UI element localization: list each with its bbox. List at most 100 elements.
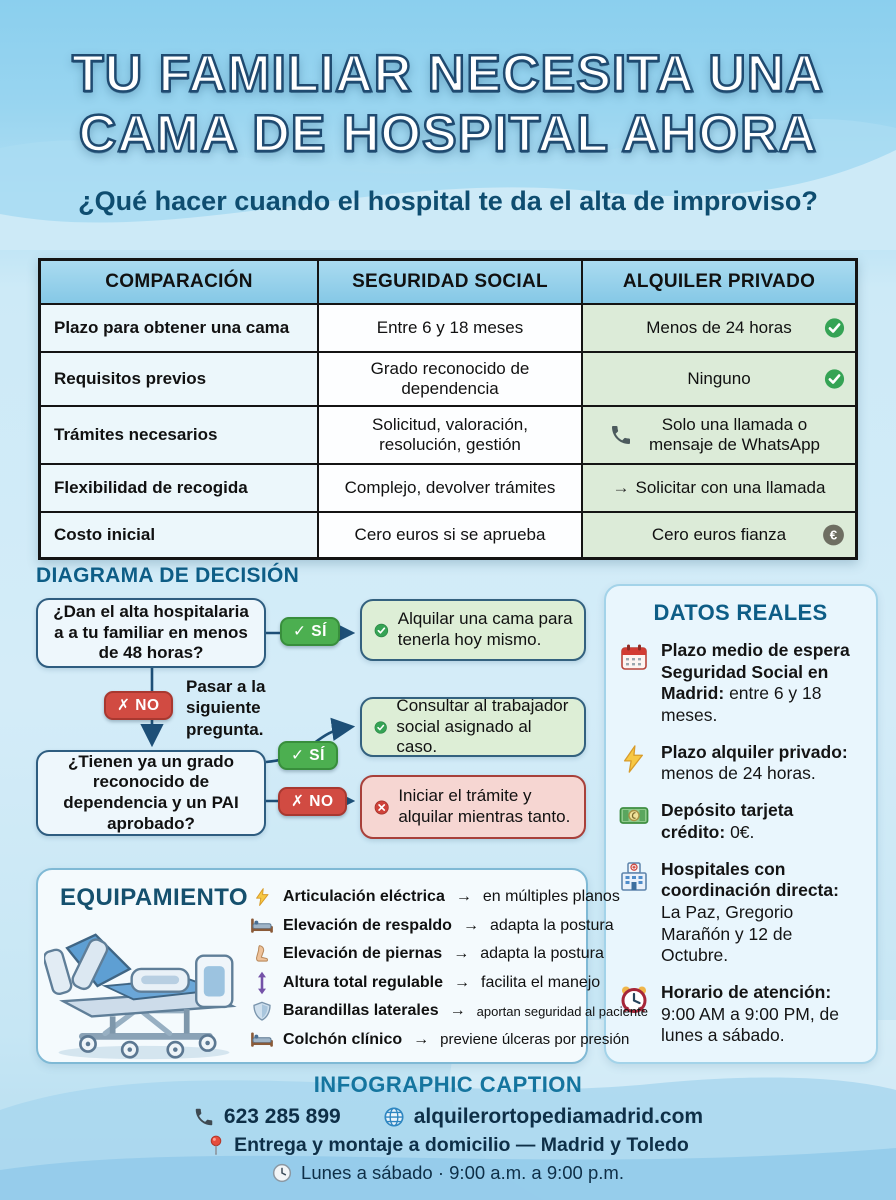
dato-text: Plazo alquiler privado: menos de 24 hora… <box>661 741 848 784</box>
comparison-table: COMPARACIÓN SEGURIDAD SOCIAL ALQUILER PR… <box>38 258 858 560</box>
question-text: ¿Dan el alta hospitalaria a a tu familia… <box>53 601 249 663</box>
result-text: Consultar al trabajador social asignado … <box>396 695 569 757</box>
bed-icon <box>250 917 274 935</box>
check-circle-icon <box>374 720 387 734</box>
phone-icon <box>195 1108 213 1126</box>
bed-icon <box>250 1031 274 1049</box>
table-row: Costo inicial Cero euros si se aprueba C… <box>41 513 855 557</box>
footer-delivery-line: Entrega y montaje a domicilio — Madrid y… <box>0 1134 896 1157</box>
row-label: Trámites necesarios <box>41 407 319 465</box>
equipment-list: Articulación eléctrica → en múltiples plan… <box>250 883 648 1055</box>
row-private-value: Ninguno <box>583 353 855 407</box>
result-text: Iniciar el trámite y alquilar mientras t… <box>398 786 571 826</box>
footer-caption: INFOGRAPHIC CAPTION <box>313 1072 583 1097</box>
yes-badge: ✓ SÍ <box>278 741 338 770</box>
no-badge: ✗ NO <box>104 691 173 720</box>
arrow-glyph: → <box>453 945 470 963</box>
result-box-start-process: Iniciar el trámite y alquilar mientras t… <box>360 775 586 839</box>
footer-contact-line: 623 285 899 alquilerortopediamadrid.com <box>0 1105 896 1129</box>
dato-text: Hospitales con coordinación directa: La … <box>661 858 839 966</box>
equipamiento-title: EQUIPAMIENTO <box>60 884 248 911</box>
footer-contact-block: INFOGRAPHIC CAPTION 623 285 899 alquiler… <box>0 1072 896 1184</box>
equipment-item: Barandillas laterales → aportan seguridad … <box>250 997 648 1026</box>
arrow-glyph: → <box>462 916 479 934</box>
result-text: Alquilar una cama para tenerla hoy mismo… <box>397 609 573 649</box>
equipment-item: Elevación de respaldo → adapta la postura <box>250 912 614 941</box>
arrow-glyph: → <box>449 1002 466 1020</box>
decision-diagram: DIAGRAMA DE DECISIÓN ¿Dan el alta hospit… <box>28 564 600 866</box>
x-circle-icon <box>374 799 389 815</box>
row-label: Flexibilidad de recogida <box>41 465 319 513</box>
leg-icon <box>250 943 274 965</box>
table-row: Requisitos previos Grado reconocido de d… <box>41 353 855 407</box>
title-line-1: TU FAMILIAR NECESITA UNA <box>71 44 824 105</box>
hours-text: Lunes a sábado · 9:00 a.m. a 9:00 p.m. <box>301 1162 624 1183</box>
money-icon <box>619 800 651 843</box>
row-social-value: Solicitud, valoración, resolución, gesti… <box>319 407 583 465</box>
footer-hours-line: Lunes a sábado · 9:00 a.m. a 9:00 p.m. <box>0 1162 896 1184</box>
dato-item-deposito: Depósito tarjeta crédito: 0€. <box>619 800 862 843</box>
private-text: Solicitar con una llamada <box>635 477 826 497</box>
result-box-rent-now: Alquilar una cama para tenerla hoy mismo… <box>360 599 586 661</box>
hospital-icon <box>619 859 651 967</box>
dato-item-espera: Plazo medio de espera Seguridad Social e… <box>619 640 862 727</box>
equipment-item: Elevación de piernas → adapta la postura <box>250 940 604 969</box>
question-box-1: ¿Dan el alta hospitalaria a a tu familia… <box>36 598 266 668</box>
dato-text: Horario de atención: 9:00 AM a 9:00 PM, … <box>661 981 840 1046</box>
delivery-text: Entrega y montaje a domicilio — Madrid y… <box>234 1134 689 1156</box>
dato-text: Plazo medio de espera Seguridad Social e… <box>661 640 850 726</box>
website-url[interactable]: alquilerortopediamadrid.com <box>413 1105 704 1128</box>
row-label: Requisitos previos <box>41 353 319 407</box>
yes-badge: ✓ SÍ <box>280 617 340 646</box>
check-circle-icon <box>374 623 389 637</box>
datos-reales-panel: DATOS REALES Plazo medio de espera Segur… <box>604 584 878 1064</box>
private-text: Menos de 24 horas <box>646 317 792 337</box>
row-private-value: Cero euros fianza € <box>583 513 855 557</box>
private-text: Cero euros fianza <box>651 524 787 544</box>
phone-group[interactable]: 623 285 899 <box>193 1105 341 1129</box>
lightning-icon <box>619 742 651 785</box>
row-label: Costo inicial <box>41 513 319 557</box>
arrow-glyph: → <box>454 973 471 991</box>
table-header-row: COMPARACIÓN SEGURIDAD SOCIAL ALQUILER PR… <box>41 261 855 305</box>
private-text: Ninguno <box>687 368 751 388</box>
table-row: Trámites necesarios Solicitud, valoració… <box>41 407 855 465</box>
row-social-value: Grado reconocido de dependencia <box>319 353 583 407</box>
arrow-glyph: → <box>413 1030 430 1048</box>
row-social-value: Cero euros si se aprueba <box>319 513 583 557</box>
result-box-social-worker: Consultar al trabajador social asignado … <box>360 695 586 757</box>
calendar-icon <box>619 640 651 727</box>
dato-item-horario: Horario de atención: 9:00 AM a 9:00 PM, … <box>619 982 862 1047</box>
no-path-note: Pasar a la siguiente pregunta. <box>186 677 266 739</box>
question-box-2: ¿Tienen ya un grado reconocido de depend… <box>36 750 266 836</box>
euro-circle-icon: € <box>823 524 844 546</box>
row-private-value: Menos de 24 horas <box>583 305 855 353</box>
col-header-comparacion: COMPARACIÓN <box>41 261 319 305</box>
question-text: ¿Tienen ya un grado reconocido de depend… <box>63 751 239 833</box>
row-social-value: Entre 6 y 18 meses <box>319 305 583 353</box>
title-line-2: CAMA DE HOSPITAL AHORA <box>78 104 818 165</box>
no-badge: ✗ NO <box>278 787 347 816</box>
dato-item-hospitales: Hospitales con coordinación directa: La … <box>619 859 862 967</box>
phone-number[interactable]: 623 285 899 <box>223 1105 341 1128</box>
map-pin-icon <box>210 1135 222 1155</box>
website-group[interactable]: alquilerortopediamadrid.com <box>383 1105 703 1129</box>
svg-text:€: € <box>830 528 838 543</box>
shield-icon <box>250 1000 274 1022</box>
arrow-glyph: → <box>455 888 472 906</box>
alarm-clock-icon <box>619 982 651 1047</box>
height-arrow-icon <box>250 971 274 995</box>
page-subtitle: ¿Qué hacer cuando el hospital te da el a… <box>78 186 818 216</box>
table-row: Plazo para obtener una cama Entre 6 y 18… <box>41 305 855 353</box>
equipment-item: Colchón clínico → previene úlceras por pre… <box>250 1026 629 1055</box>
check-circle-icon <box>824 369 845 389</box>
row-social-value: Complejo, devolver trámites <box>319 465 583 513</box>
dato-text: Depósito tarjeta crédito: 0€. <box>661 800 794 842</box>
arrow-glyph: → <box>612 477 630 497</box>
equipment-item: Articulación eléctrica → en múltiples plan… <box>250 883 620 912</box>
lightning-icon <box>250 886 274 908</box>
diagram-title: DIAGRAMA DE DECISIÓN <box>36 564 300 587</box>
table-row: Flexibilidad de recogida Complejo, devol… <box>41 465 855 513</box>
dato-item-plazo-privado: Plazo alquiler privado: menos de 24 hora… <box>619 742 862 785</box>
